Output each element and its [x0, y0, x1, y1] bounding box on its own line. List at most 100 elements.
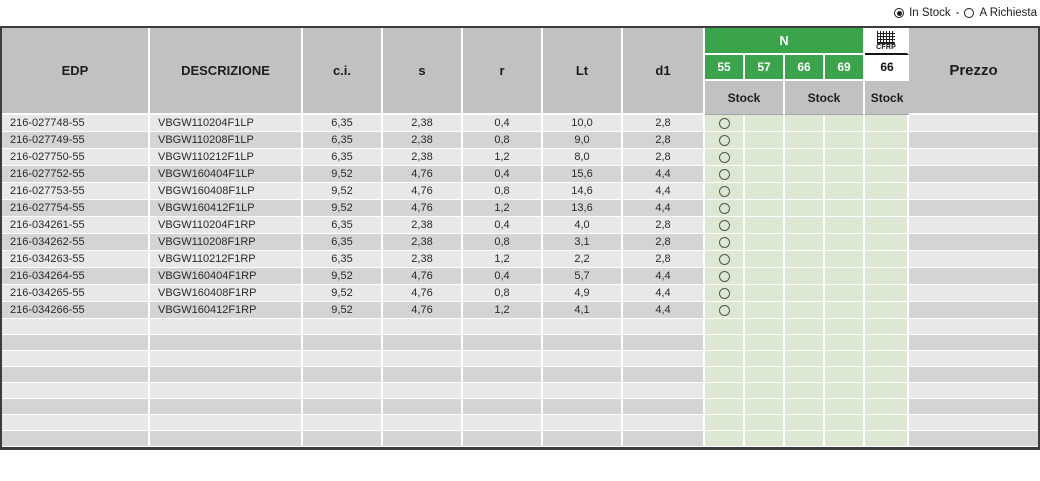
table-row: 216-034262-55 VBGW110208F1RP 6,35 2,38 0,8 3,… [2, 234, 1039, 251]
stock-cfrp-66-cell [865, 302, 910, 319]
cfrp-header: CFRP [865, 28, 910, 55]
stock-55-cell [705, 335, 745, 351]
stock-57-cell [745, 285, 785, 302]
stock-header-2: Stock [785, 81, 866, 115]
stock-66-cell [785, 217, 825, 234]
stock-69-cell [825, 319, 866, 335]
prezzo-cell [909, 285, 1039, 302]
lt-cell: 9,0 [543, 132, 623, 149]
stock-66-cell [785, 132, 825, 149]
stock-69-cell [825, 415, 866, 431]
stock-66-cell [785, 431, 825, 447]
edp-cell: 216-034264-55 [2, 268, 150, 285]
ci-cell [303, 319, 383, 335]
stock-69-cell [825, 268, 866, 285]
ci-cell: 9,52 [303, 302, 383, 319]
r-cell: 0,4 [463, 166, 543, 183]
ci-cell: 6,35 [303, 115, 383, 132]
in-stock-label: In Stock [909, 7, 951, 19]
stock-69-cell [825, 383, 866, 399]
stock-66-cell [785, 149, 825, 166]
prezzo-cell [909, 399, 1039, 415]
stock-57-cell [745, 431, 785, 447]
edp-cell: 216-034265-55 [2, 285, 150, 302]
a-richiesta-radio[interactable] [964, 8, 975, 18]
stock-cfrp-66-cell [865, 351, 910, 367]
stock-69-cell [825, 200, 866, 217]
s-cell: 2,38 [383, 234, 463, 251]
d1-cell: 4,4 [623, 166, 705, 183]
descrizione-cell: VBGW110204F1RP [150, 217, 303, 234]
descrizione-cell [150, 351, 303, 367]
descrizione-cell: VBGW160408F1LP [150, 183, 303, 200]
prezzo-cell [909, 431, 1039, 447]
r-cell [463, 319, 543, 335]
lt-cell [543, 319, 623, 335]
lt-cell [543, 335, 623, 351]
lt-cell: 3,1 [543, 234, 623, 251]
stock-cfrp-66-cell [865, 251, 910, 268]
stock-55-cell [705, 351, 745, 367]
stock-66-cell [785, 319, 825, 335]
stock-cfrp-66-cell [865, 319, 910, 335]
s-cell: 4,76 [383, 302, 463, 319]
stock-cfrp-66-cell [865, 399, 910, 415]
col-header-lt: Lt [543, 28, 623, 115]
stock-69-cell [825, 234, 866, 251]
prezzo-cell [909, 268, 1039, 285]
stock-57-cell [745, 415, 785, 431]
ci-cell [303, 367, 383, 383]
d1-cell [623, 399, 705, 415]
lt-cell [543, 399, 623, 415]
stock-55-cell [705, 431, 745, 447]
in-stock-radio[interactable] [894, 8, 905, 18]
stock-69-cell [825, 149, 866, 166]
edp-cell [2, 367, 150, 383]
stock-cfrp-66-cell [865, 115, 910, 132]
stock-cfrp-66-cell [865, 217, 910, 234]
ci-cell [303, 351, 383, 367]
prezzo-cell [909, 234, 1039, 251]
a-richiesta-label: A Richiesta [979, 7, 1037, 19]
r-cell: 0,4 [463, 268, 543, 285]
stock-cfrp-66-cell [865, 132, 910, 149]
prezzo-cell [909, 149, 1039, 166]
edp-cell [2, 319, 150, 335]
stock-55-cell [705, 200, 745, 217]
stock-66-cell [785, 367, 825, 383]
table-row: 216-027748-55 VBGW110204F1LP 6,35 2,38 0,4 10… [2, 115, 1039, 132]
lt-cell: 8,0 [543, 149, 623, 166]
lt-cell [543, 351, 623, 367]
stock-57-cell [745, 351, 785, 367]
a-richiesta-icon [718, 236, 730, 248]
r-cell: 0,4 [463, 115, 543, 132]
stock-57-cell [745, 217, 785, 234]
table-body: 216-027748-55 VBGW110204F1LP 6,35 2,38 0,4 10… [2, 115, 1039, 447]
lt-cell: 4,9 [543, 285, 623, 302]
stock-57-cell [745, 132, 785, 149]
s-cell: 4,76 [383, 285, 463, 302]
descrizione-cell: VBGW110208F1LP [150, 132, 303, 149]
stock-cfrp-66-cell [865, 431, 910, 447]
s-cell: 4,76 [383, 166, 463, 183]
stock-55-cell [705, 183, 745, 200]
d1-cell [623, 319, 705, 335]
prezzo-header: Prezzo [909, 28, 1039, 115]
r-cell: 0,8 [463, 285, 543, 302]
empty-table-row [2, 351, 1039, 367]
legend-separator: - [955, 7, 960, 19]
s-cell [383, 399, 463, 415]
stock-66-cell [785, 351, 825, 367]
stock-69-cell [825, 166, 866, 183]
descrizione-cell [150, 415, 303, 431]
a-richiesta-icon [718, 151, 730, 163]
s-cell [383, 367, 463, 383]
descrizione-cell: VBGW110212F1RP [150, 251, 303, 268]
stock-cfrp-66-cell [865, 234, 910, 251]
s-cell [383, 351, 463, 367]
d1-cell [623, 383, 705, 399]
lt-cell: 15,6 [543, 166, 623, 183]
stock-cfrp-66-cell [865, 335, 910, 351]
stock-55-cell [705, 285, 745, 302]
s-cell [383, 431, 463, 447]
